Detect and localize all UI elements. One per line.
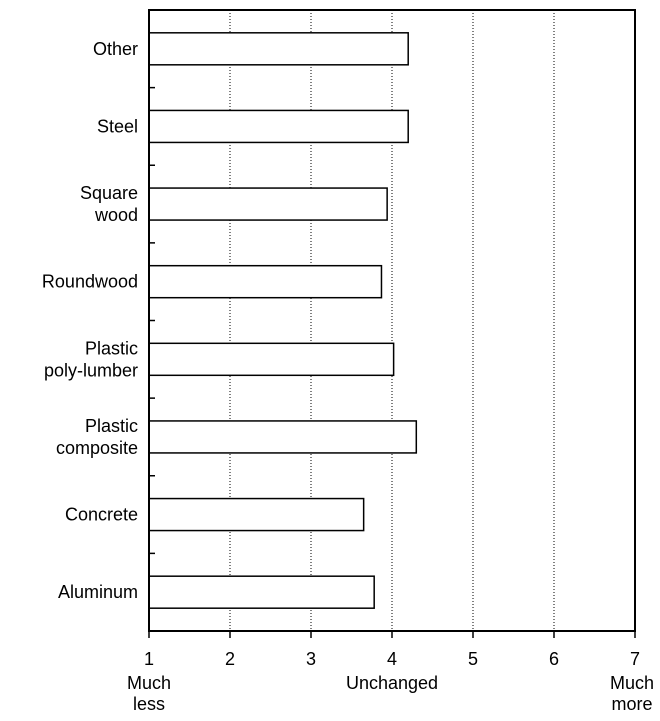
- bars: [148, 32, 418, 609]
- bar-2: [148, 187, 388, 221]
- category-label: Aluminum: [58, 582, 138, 602]
- category-label: Square: [80, 183, 138, 203]
- axes: [148, 9, 636, 638]
- category-label: Other: [93, 39, 138, 59]
- x-anchor-label: less: [133, 694, 165, 714]
- x-anchor-label: more: [611, 694, 652, 714]
- category-label: Concrete: [65, 505, 138, 525]
- category-label: composite: [56, 438, 138, 458]
- category-label: poly-lumber: [44, 360, 138, 380]
- x-tick-label: 6: [549, 649, 559, 669]
- bar-3: [148, 264, 383, 299]
- bar-5: [148, 420, 418, 454]
- bar-1: [148, 109, 409, 144]
- x-tick-label: 2: [225, 649, 235, 669]
- category-label: Roundwood: [42, 272, 138, 292]
- category-label: Steel: [97, 116, 138, 136]
- bar-6: [148, 497, 365, 532]
- category-label: Plastic: [85, 416, 138, 436]
- x-tick-label: 4: [387, 649, 397, 669]
- grid-lines: [229, 10, 555, 631]
- x-anchor-label: Much: [127, 673, 171, 693]
- labels: OtherSteelSquarewoodRoundwoodPlasticpoly…: [42, 39, 654, 714]
- x-tick-label: 5: [468, 649, 478, 669]
- category-label: Plastic: [85, 338, 138, 358]
- x-anchor-label: Much: [610, 673, 654, 693]
- bar-7: [148, 575, 375, 609]
- x-tick-label: 1: [144, 649, 154, 669]
- x-tick-label: 3: [306, 649, 316, 669]
- x-anchor-label: Unchanged: [346, 673, 438, 693]
- x-tick-label: 7: [630, 649, 640, 669]
- bar-4: [148, 342, 395, 377]
- category-label: wood: [94, 205, 138, 225]
- bar-0: [148, 32, 409, 66]
